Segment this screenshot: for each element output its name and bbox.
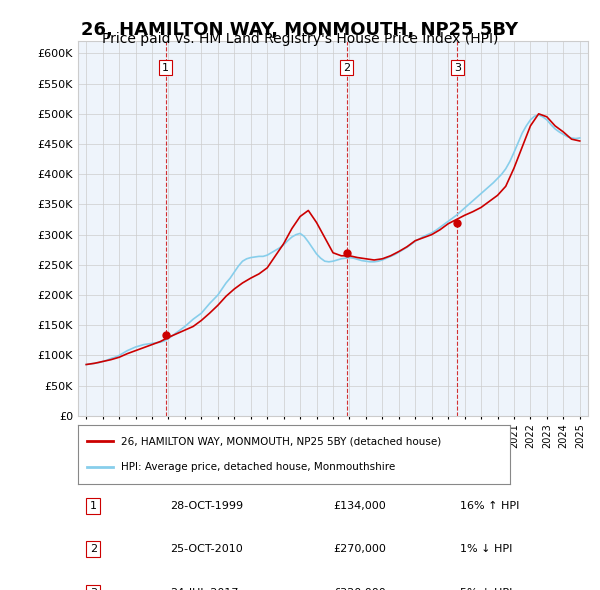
Text: 16% ↑ HPI: 16% ↑ HPI (461, 501, 520, 511)
Text: 28-OCT-1999: 28-OCT-1999 (170, 501, 243, 511)
Text: £134,000: £134,000 (333, 501, 386, 511)
Text: 26, HAMILTON WAY, MONMOUTH, NP25 5BY (detached house): 26, HAMILTON WAY, MONMOUTH, NP25 5BY (de… (121, 436, 442, 446)
Text: 25-OCT-2010: 25-OCT-2010 (170, 544, 242, 554)
Text: 1: 1 (90, 501, 97, 511)
Text: 2: 2 (343, 63, 350, 73)
Text: 24-JUL-2017: 24-JUL-2017 (170, 588, 238, 590)
Text: Price paid vs. HM Land Registry's House Price Index (HPI): Price paid vs. HM Land Registry's House … (102, 32, 498, 47)
Text: 1% ↓ HPI: 1% ↓ HPI (461, 544, 513, 554)
Text: 2: 2 (90, 544, 97, 554)
Text: £320,000: £320,000 (333, 588, 386, 590)
Text: 5% ↓ HPI: 5% ↓ HPI (461, 588, 513, 590)
Text: HPI: Average price, detached house, Monmouthshire: HPI: Average price, detached house, Monm… (121, 462, 395, 472)
Text: 26, HAMILTON WAY, MONMOUTH, NP25 5BY: 26, HAMILTON WAY, MONMOUTH, NP25 5BY (82, 21, 518, 39)
Text: £270,000: £270,000 (333, 544, 386, 554)
Text: 3: 3 (90, 588, 97, 590)
Text: 3: 3 (454, 63, 461, 73)
Text: 1: 1 (162, 63, 169, 73)
